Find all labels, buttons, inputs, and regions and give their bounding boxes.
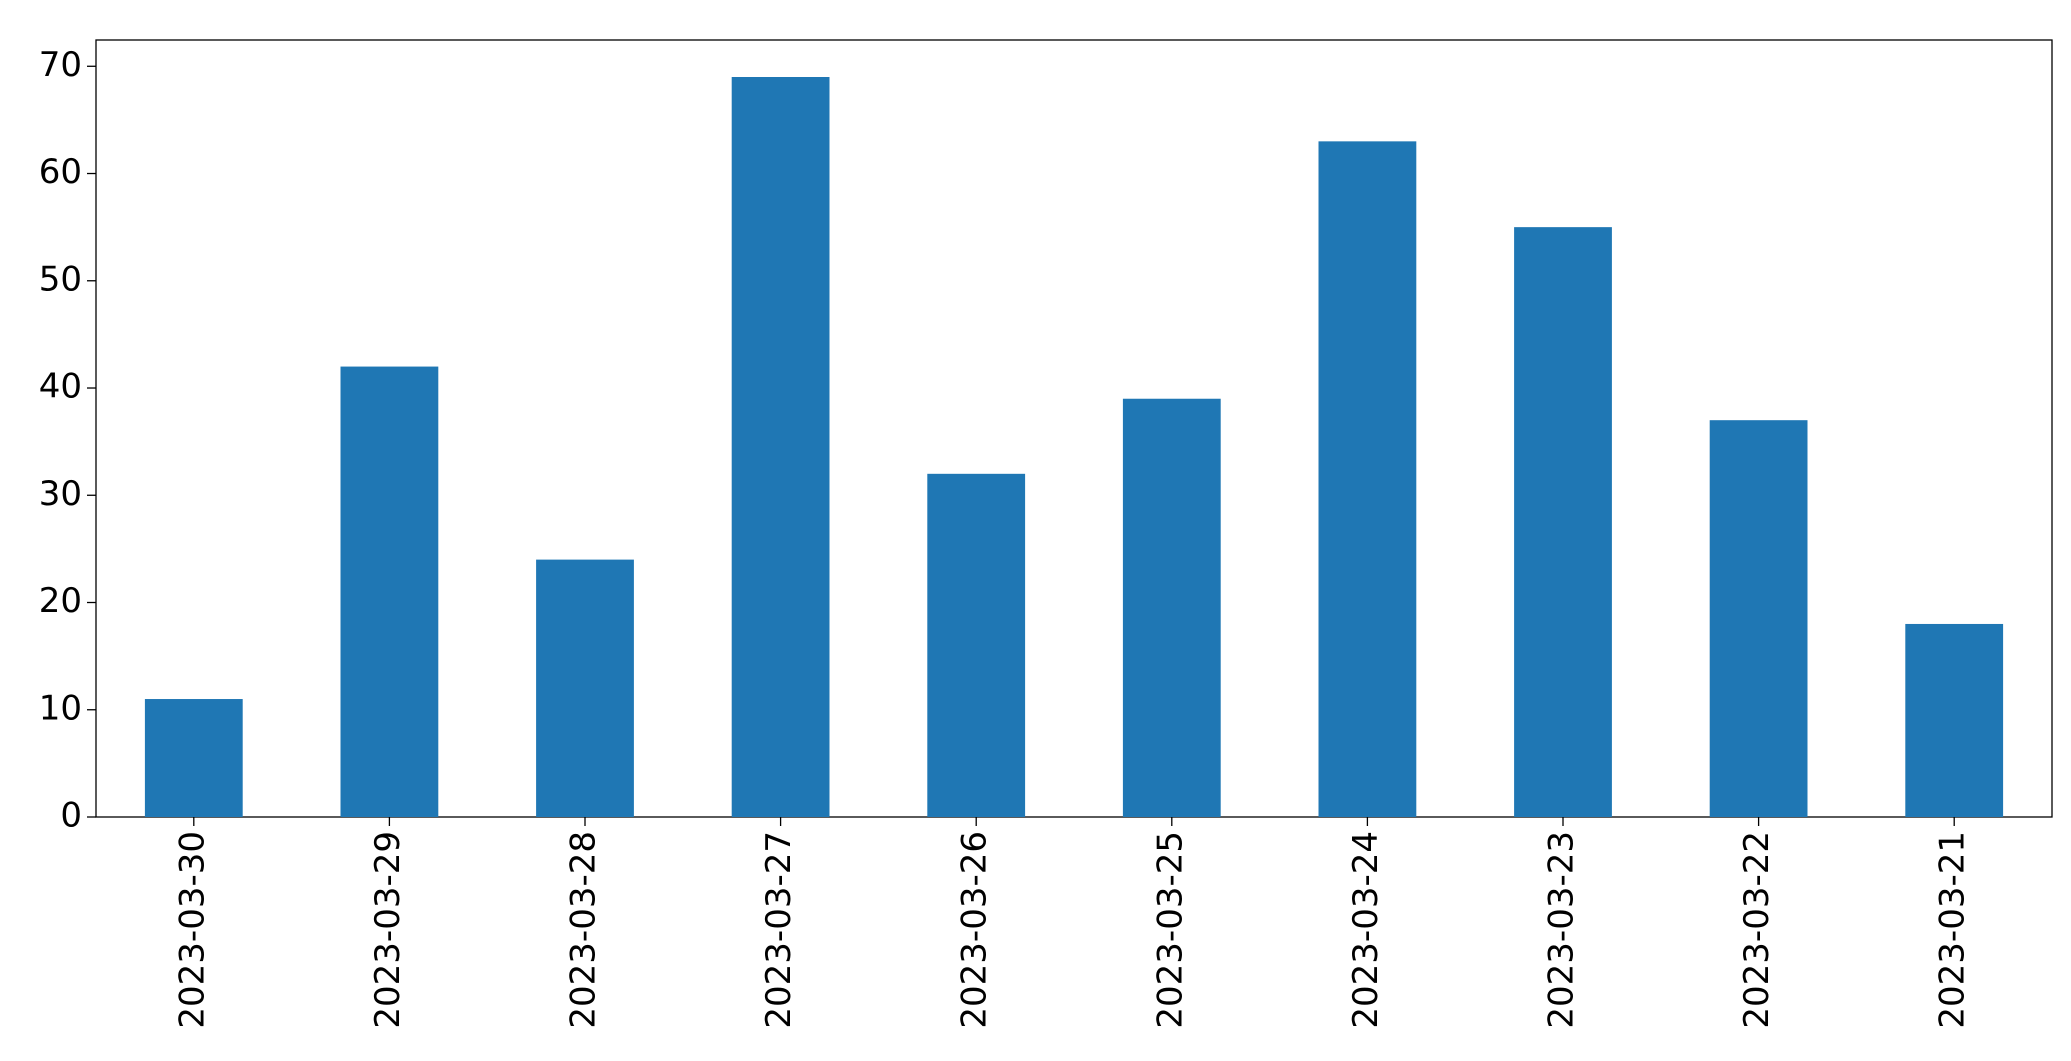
y-tick-label: 50 bbox=[39, 259, 82, 299]
x-tick-label: 2023-03-29 bbox=[368, 831, 408, 1029]
axes-frame bbox=[95, 39, 2053, 818]
y-tick-label: 0 bbox=[60, 796, 82, 836]
x-tick-label: 2023-03-23 bbox=[1542, 831, 1582, 1029]
bar bbox=[1122, 398, 1221, 817]
x-tick-label: 2023-03-30 bbox=[172, 831, 212, 1029]
x-tick-label: 2023-03-26 bbox=[955, 831, 995, 1029]
bar bbox=[1905, 623, 2004, 817]
x-tick-label: 2023-03-25 bbox=[1150, 831, 1190, 1029]
bar bbox=[144, 699, 243, 817]
bar bbox=[1709, 420, 1808, 817]
y-tick-label: 20 bbox=[39, 581, 82, 621]
bar bbox=[927, 473, 1026, 817]
y-tick-label: 70 bbox=[39, 45, 82, 85]
bar bbox=[731, 77, 830, 817]
y-tick-label: 10 bbox=[39, 688, 82, 728]
bar bbox=[340, 366, 439, 817]
x-tick-label: 2023-03-27 bbox=[759, 831, 799, 1029]
bar bbox=[1514, 227, 1612, 818]
y-tick-label: 60 bbox=[39, 152, 82, 192]
y-tick-label: 40 bbox=[39, 367, 82, 407]
x-tick-label: 2023-03-28 bbox=[564, 831, 604, 1029]
x-tick-label: 2023-03-22 bbox=[1737, 831, 1777, 1029]
x-tick-label: 2023-03-21 bbox=[1933, 831, 1973, 1029]
bar bbox=[1318, 141, 1417, 817]
y-tick-label: 30 bbox=[39, 474, 82, 514]
x-tick-label: 2023-03-24 bbox=[1346, 831, 1386, 1029]
bar bbox=[536, 559, 634, 817]
